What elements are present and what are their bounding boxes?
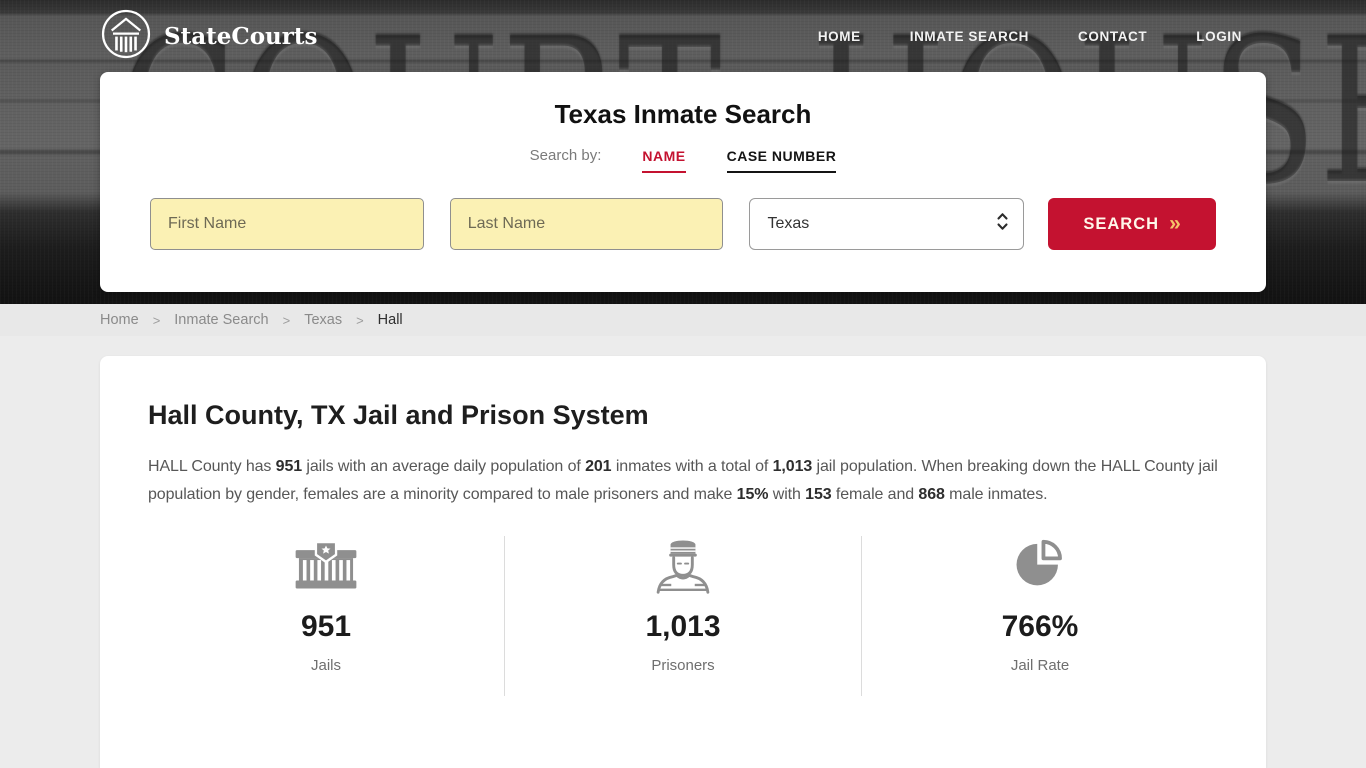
county-stats-row: 951 Jails [148,536,1218,696]
stat-prisoners-value: 1,013 [645,610,721,643]
jail-building-icon [293,538,359,594]
courthouse-logo-icon [100,8,152,65]
breadcrumb-separator-icon: > [282,312,291,328]
search-button-label: SEARCH [1083,214,1160,233]
search-button[interactable]: SEARCH » [1048,198,1216,250]
nav-item-contact[interactable]: CONTACT [1078,28,1148,44]
last-name-input[interactable] [449,198,724,250]
stat-jails-value: 951 [300,610,352,643]
state-select[interactable]: Texas [749,198,1025,250]
county-content-card: Hall County, TX Jail and Prison System H… [100,356,1266,768]
stat-jails: 951 Jails [148,536,504,696]
brand-name: StateCourts [164,22,318,50]
first-name-input[interactable] [150,198,424,250]
stat-prisoners: 1,013 Prisoners [504,536,862,696]
state-select-value: Texas [767,215,810,232]
breadcrumb-home[interactable]: Home [100,312,139,328]
nav-item-home[interactable]: HOME [817,28,861,44]
search-by-tabs: Search by: NAME CASE NUMBER [100,147,1266,173]
main-nav: HOME INMATE SEARCH CONTACT LOGIN [818,29,1242,44]
stat-prisoners-label: Prisoners [651,657,715,674]
search-card-title: Texas Inmate Search [554,99,812,129]
inmate-search-card: Texas Inmate Search Search by: NAME CASE… [100,72,1266,292]
breadcrumb-hall-current: Hall [377,312,403,328]
stat-jails-label: Jails [310,657,341,674]
nav-item-inmate-search[interactable]: INMATE SEARCH [909,28,1030,44]
stat-jail-rate-label: Jail Rate [1010,657,1070,674]
stat-jail-rate-value: 766% [1001,610,1079,643]
prisoner-icon [648,538,718,594]
brand-logo[interactable]: StateCourts [100,8,317,65]
county-summary-paragraph: HALL County has 951 jails with an averag… [148,458,1218,503]
stat-jail-rate: 766% Jail Rate [862,536,1218,696]
tab-name[interactable]: NAME [642,148,686,173]
double-chevron-right-icon: » [1169,211,1181,235]
breadcrumb: Home > Inmate Search > Texas > Hall [0,304,1366,336]
page-title: Hall County, TX Jail and Prison System [148,400,649,430]
breadcrumb-texas[interactable]: Texas [304,312,343,328]
search-form: Texas SEARCH » [150,198,1216,250]
breadcrumb-inmate-search[interactable]: Inmate Search [174,312,269,328]
breadcrumb-separator-icon: > [356,312,364,328]
tab-case-number[interactable]: CASE NUMBER [726,148,837,173]
nav-item-login[interactable]: LOGIN [1196,28,1242,44]
pie-chart-icon [1010,538,1070,594]
select-updown-caret-icon [996,212,1009,237]
main-section: Hall County, TX Jail and Prison System H… [0,336,1366,768]
header: StateCourts HOME INMATE SEARCH CONTACT L… [0,0,1366,72]
breadcrumb-separator-icon: > [152,312,161,328]
search-by-label: Search by: [529,147,602,164]
